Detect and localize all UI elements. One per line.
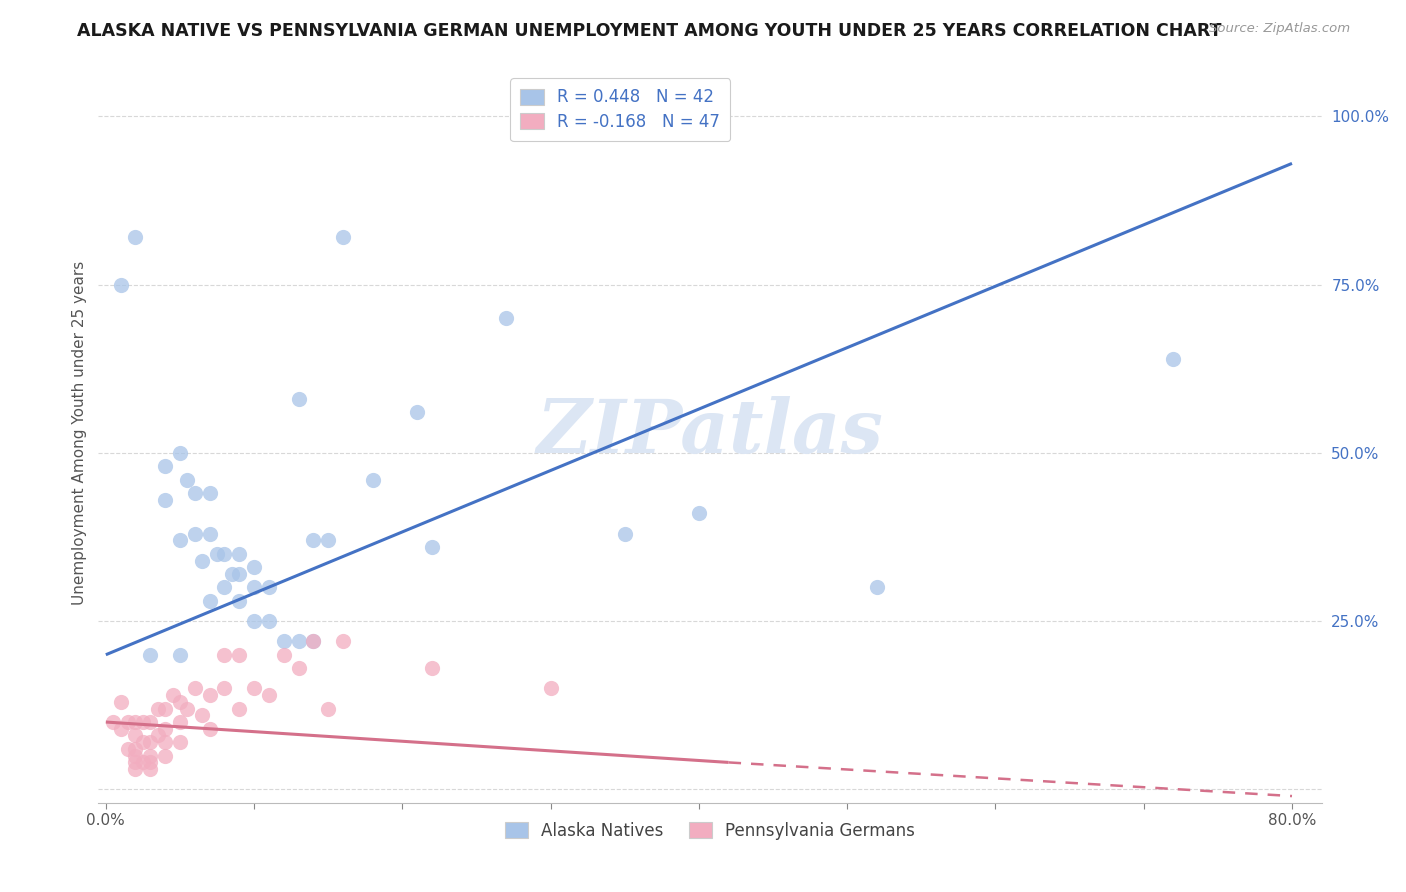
- Point: [124, 762, 146, 776]
- Point: [169, 714, 191, 729]
- Point: [214, 648, 236, 662]
- Point: [146, 729, 169, 743]
- Point: [139, 648, 162, 662]
- Point: [214, 681, 236, 696]
- Point: [117, 714, 139, 729]
- Text: Source: ZipAtlas.com: Source: ZipAtlas.com: [1209, 22, 1350, 36]
- Point: [110, 277, 132, 292]
- Point: [124, 748, 146, 763]
- Point: [153, 459, 176, 474]
- Point: [110, 722, 132, 736]
- Point: [316, 533, 339, 548]
- Point: [406, 405, 429, 419]
- Point: [228, 594, 250, 608]
- Point: [153, 701, 176, 715]
- Text: ALASKA NATIVE VS PENNSYLVANIA GERMAN UNEMPLOYMENT AMONG YOUTH UNDER 25 YEARS COR: ALASKA NATIVE VS PENNSYLVANIA GERMAN UNE…: [77, 22, 1222, 40]
- Point: [361, 473, 384, 487]
- Point: [103, 714, 125, 729]
- Point: [198, 486, 221, 500]
- Point: [169, 446, 191, 460]
- Point: [257, 581, 280, 595]
- Point: [132, 714, 155, 729]
- Point: [688, 507, 710, 521]
- Point: [132, 735, 155, 749]
- Point: [221, 566, 243, 581]
- Point: [287, 634, 309, 648]
- Text: ZIPatlas: ZIPatlas: [537, 396, 883, 469]
- Point: [302, 533, 325, 548]
- Point: [169, 735, 191, 749]
- Point: [495, 311, 517, 326]
- Point: [139, 756, 162, 770]
- Point: [176, 701, 198, 715]
- Point: [287, 661, 309, 675]
- Point: [146, 701, 169, 715]
- Point: [420, 540, 443, 554]
- Point: [302, 634, 325, 648]
- Point: [184, 681, 207, 696]
- Point: [139, 714, 162, 729]
- Legend: Alaska Natives, Pennsylvania Germans: Alaska Natives, Pennsylvania Germans: [498, 815, 922, 847]
- Point: [169, 533, 191, 548]
- Point: [273, 648, 295, 662]
- Point: [243, 581, 266, 595]
- Point: [866, 581, 889, 595]
- Point: [228, 701, 250, 715]
- Point: [191, 708, 214, 723]
- Point: [287, 392, 309, 406]
- Point: [316, 701, 339, 715]
- Point: [332, 230, 354, 244]
- Point: [1163, 351, 1185, 366]
- Point: [117, 742, 139, 756]
- Point: [124, 714, 146, 729]
- Point: [214, 547, 236, 561]
- Point: [198, 722, 221, 736]
- Point: [228, 648, 250, 662]
- Point: [191, 553, 214, 567]
- Point: [124, 729, 146, 743]
- Point: [613, 526, 636, 541]
- Point: [162, 688, 184, 702]
- Point: [169, 695, 191, 709]
- Point: [176, 473, 198, 487]
- Point: [139, 762, 162, 776]
- Point: [153, 735, 176, 749]
- Point: [228, 566, 250, 581]
- Point: [124, 742, 146, 756]
- Point: [243, 681, 266, 696]
- Point: [205, 547, 228, 561]
- Point: [153, 492, 176, 507]
- Point: [257, 614, 280, 628]
- Point: [139, 748, 162, 763]
- Point: [132, 756, 155, 770]
- Point: [124, 756, 146, 770]
- Point: [332, 634, 354, 648]
- Point: [257, 688, 280, 702]
- Point: [153, 748, 176, 763]
- Point: [184, 486, 207, 500]
- Point: [243, 614, 266, 628]
- Point: [110, 695, 132, 709]
- Point: [420, 661, 443, 675]
- Point: [153, 722, 176, 736]
- Point: [302, 634, 325, 648]
- Point: [214, 581, 236, 595]
- Y-axis label: Unemployment Among Youth under 25 years: Unemployment Among Youth under 25 years: [72, 260, 87, 605]
- Point: [139, 735, 162, 749]
- Point: [243, 560, 266, 574]
- Point: [198, 526, 221, 541]
- Point: [198, 594, 221, 608]
- Point: [273, 634, 295, 648]
- Point: [198, 688, 221, 702]
- Point: [540, 681, 562, 696]
- Point: [124, 230, 146, 244]
- Point: [169, 648, 191, 662]
- Point: [184, 526, 207, 541]
- Point: [228, 547, 250, 561]
